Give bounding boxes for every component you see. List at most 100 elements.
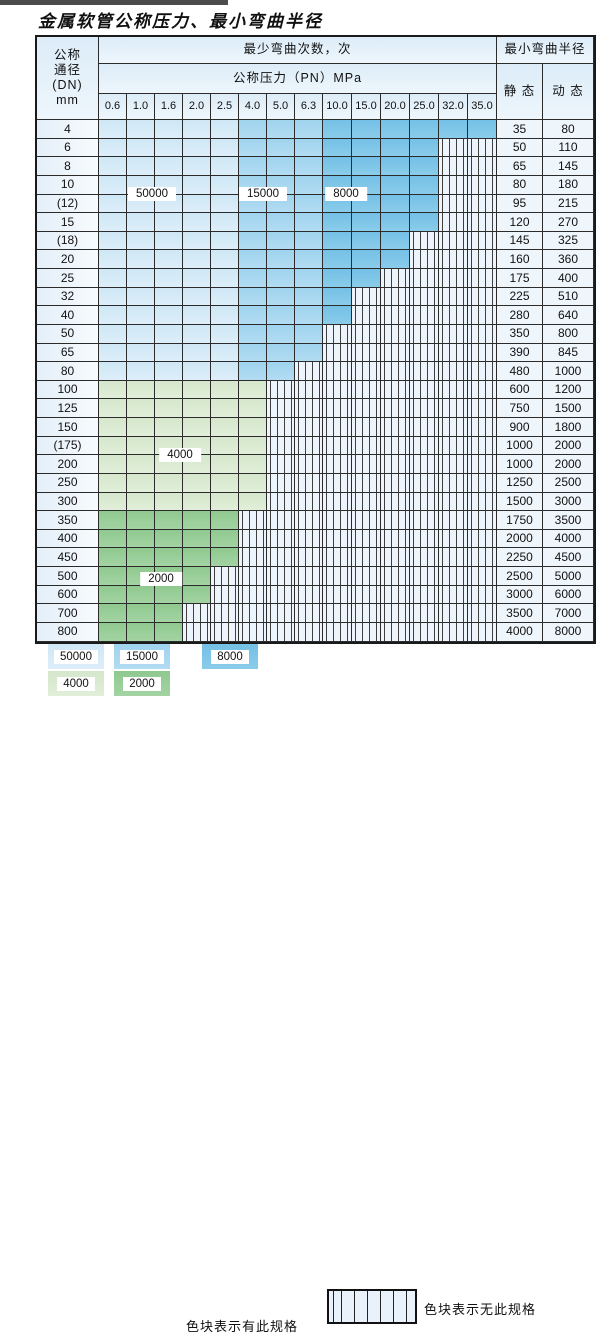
spec-cell	[99, 585, 127, 605]
no-spec-cell	[468, 473, 497, 493]
no-spec-cell	[352, 548, 381, 567]
no-spec-cell	[468, 604, 497, 623]
spec-cell	[267, 269, 295, 288]
spec-cell	[183, 269, 211, 288]
static-value: 50	[497, 138, 543, 158]
spec-table: 公称 通径 (DN) mm 最少弯曲次数，次 最小弯曲半径 公称压力（PN）MPa 静 态动 …	[35, 35, 596, 644]
spec-cell	[381, 231, 410, 251]
spec-cell	[295, 287, 323, 307]
static-value: 80	[497, 175, 543, 195]
dn-cell: (18)	[37, 231, 99, 251]
spec-cell	[155, 473, 183, 493]
spec-cell	[211, 120, 239, 139]
spec-cell	[211, 175, 239, 195]
no-spec-cell	[211, 604, 239, 623]
no-spec-cell	[352, 380, 381, 400]
zone-label: 4000	[159, 448, 201, 462]
dn-cell: 800	[37, 622, 99, 642]
no-spec-cell	[323, 455, 352, 474]
spec-cell	[155, 362, 183, 381]
static-value: 900	[497, 418, 543, 437]
spec-cell	[183, 231, 211, 251]
dynamic-value: 3000	[543, 492, 594, 512]
legend-swatch: 15000	[114, 644, 170, 669]
no-spec-cell	[468, 585, 497, 605]
no-spec-cell	[267, 455, 295, 474]
spec-cell	[295, 213, 323, 232]
spec-cell	[155, 138, 183, 158]
no-spec-cell	[468, 306, 497, 325]
legend-swatch: 2000	[114, 671, 170, 696]
static-value: 1000	[497, 436, 543, 456]
pressure-col-header: 6.3	[295, 94, 323, 120]
spec-cell	[211, 250, 239, 269]
spec-cell	[295, 250, 323, 269]
spec-cell	[183, 120, 211, 139]
spec-cell	[155, 287, 183, 307]
spec-cell	[323, 269, 352, 288]
spec-cell	[127, 138, 155, 158]
spec-cell	[99, 213, 127, 232]
spec-cell	[127, 399, 155, 418]
dn-cell: 65	[37, 343, 99, 363]
no-spec-cell	[267, 492, 295, 512]
no-spec-cell	[439, 585, 468, 605]
spec-cell	[155, 269, 183, 288]
no-spec-cell	[439, 492, 468, 512]
spec-cell	[183, 418, 211, 437]
no-spec-cell	[323, 380, 352, 400]
no-spec-cell	[381, 455, 410, 474]
pressure-col-header: 1.6	[155, 94, 183, 120]
no-spec-cell	[410, 567, 439, 586]
legend-swatch: 4000	[48, 671, 104, 696]
dn-cell: 500	[37, 567, 99, 586]
dynamic-value: 1200	[543, 380, 594, 400]
dn-cell: 200	[37, 455, 99, 474]
no-spec-cell	[468, 231, 497, 251]
dn-cell: 100	[37, 380, 99, 400]
no-spec-cell	[239, 529, 267, 549]
static-value: 280	[497, 306, 543, 325]
spec-cell	[183, 175, 211, 195]
static-value: 175	[497, 269, 543, 288]
no-spec-cell	[439, 306, 468, 325]
spec-cell	[267, 306, 295, 325]
dynamic-value: 4500	[543, 548, 594, 567]
spec-cell	[183, 306, 211, 325]
spec-cell	[211, 529, 239, 549]
no-spec-cell	[381, 343, 410, 363]
spec-cell	[155, 250, 183, 269]
spec-cell	[183, 287, 211, 307]
spec-cell	[99, 138, 127, 158]
spec-cell	[155, 604, 183, 623]
no-spec-cell	[267, 418, 295, 437]
min-bend-radius-header: 最小弯曲半径	[497, 37, 594, 64]
spec-cell	[99, 529, 127, 549]
no-spec-cell	[267, 511, 295, 530]
spec-cell	[239, 418, 267, 437]
spec-cell	[127, 120, 155, 139]
spec-cell	[211, 362, 239, 381]
pressure-col-header: 2.5	[211, 94, 239, 120]
spec-cell	[183, 380, 211, 400]
dynamic-value: 1000	[543, 362, 594, 381]
no-spec-cell	[410, 529, 439, 549]
spec-cell	[211, 269, 239, 288]
spec-cell	[239, 213, 267, 232]
spec-cell	[155, 585, 183, 605]
pressure-col-header: 4.0	[239, 94, 267, 120]
spec-cell	[183, 138, 211, 158]
pressure-col-header: 1.0	[127, 94, 155, 120]
static-value: 1000	[497, 455, 543, 474]
static-value: 1750	[497, 511, 543, 530]
no-spec-cell	[468, 567, 497, 586]
no-spec-cell	[295, 418, 323, 437]
pressure-col-header: 15.0	[352, 94, 381, 120]
no-spec-cell	[352, 585, 381, 605]
spec-cell	[352, 269, 381, 288]
no-spec-cell	[323, 529, 352, 549]
no-spec-cell	[410, 269, 439, 288]
dn-cell: 350	[37, 511, 99, 530]
dynamic-value: 180	[543, 175, 594, 195]
spec-cell	[267, 362, 295, 381]
